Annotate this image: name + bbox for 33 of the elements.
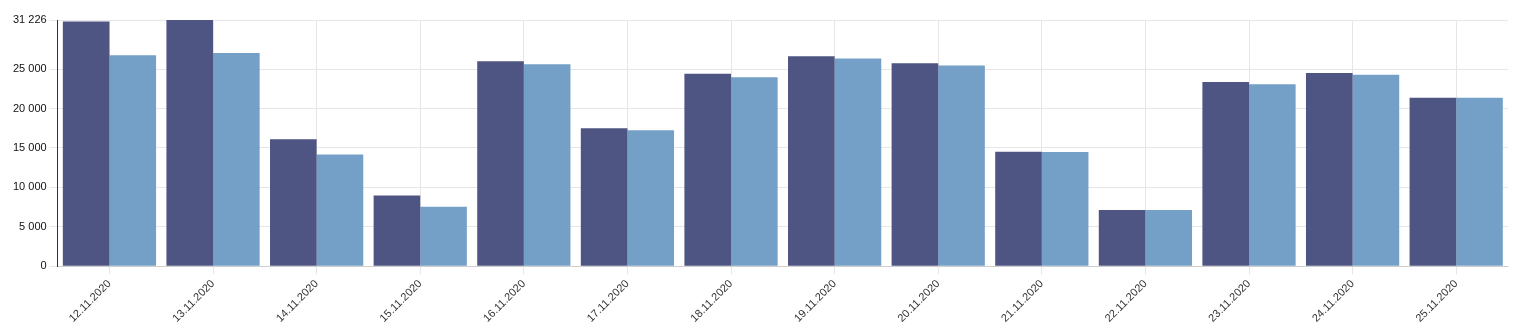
y-tick-label: 0 — [40, 259, 47, 272]
bar — [731, 77, 778, 266]
bar — [891, 63, 939, 266]
bar — [270, 139, 317, 266]
bar — [213, 52, 260, 266]
bar — [1352, 74, 1400, 266]
bar — [1202, 82, 1250, 266]
bar — [1041, 152, 1089, 266]
bar — [523, 64, 571, 266]
bar — [1098, 210, 1146, 266]
y-tick-label: 5 000 — [19, 219, 47, 232]
bar — [477, 61, 524, 266]
bar — [420, 206, 467, 266]
bar — [316, 154, 364, 266]
bar — [1145, 210, 1193, 266]
bar — [1456, 97, 1503, 266]
y-tick-label: 10 000 — [12, 180, 47, 193]
bar — [580, 128, 628, 266]
y-tick-label: 31 226 — [12, 13, 47, 26]
bar — [938, 65, 985, 266]
bar — [834, 58, 882, 266]
bar — [1305, 72, 1353, 266]
y-tick-label: 15 000 — [12, 141, 47, 154]
y-tick-label: 25 000 — [12, 62, 47, 75]
bar — [373, 195, 421, 266]
bar — [109, 55, 157, 266]
bar — [1409, 97, 1457, 266]
bar — [995, 151, 1042, 266]
y-tick-label: 20 000 — [12, 101, 47, 114]
bar — [1249, 84, 1296, 266]
bar — [627, 130, 675, 266]
bar — [788, 56, 835, 266]
bar — [684, 73, 732, 266]
